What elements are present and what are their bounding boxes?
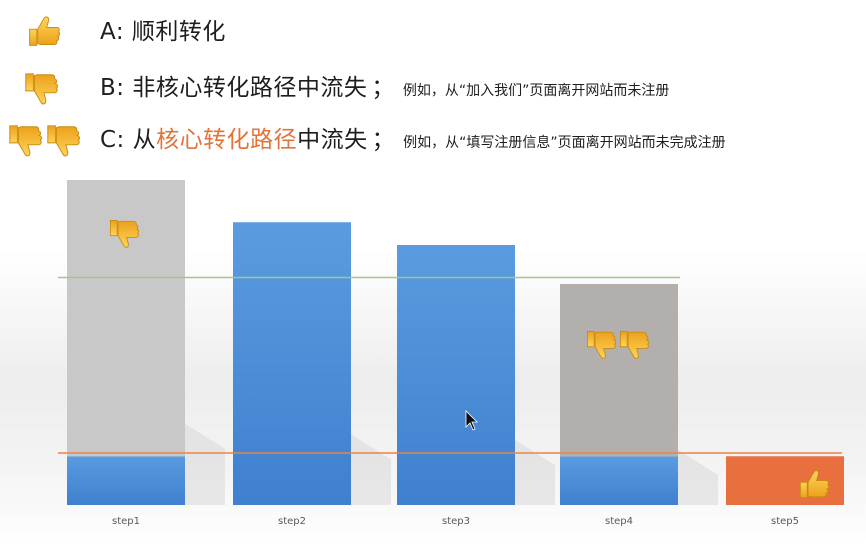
legend-c-separator: ； (371, 127, 396, 153)
bar-shadow (515, 440, 555, 505)
bar-step1-segment-1 (67, 456, 185, 505)
x-tick-label-step2: step2 (278, 516, 306, 527)
legend-item-c: C: 从核心转化路径中流失； 例如，从“填写注册信息”页面离开网站而未完成注册 (0, 120, 866, 160)
legend-item-a: A: 顺利转化 (0, 12, 866, 52)
x-tick-label-step3: step3 (442, 516, 470, 527)
legend-b-note: 例如，从“加入我们”页面离开网站而未注册 (402, 83, 670, 99)
legend-c-text: C: 从核心转化路径中流失； 例如，从“填写注册信息”页面离开网站而未完成注册 (100, 120, 726, 163)
legend-a-label: A: 顺利转化 (100, 19, 226, 45)
legend-c-note: 例如，从“填写注册信息”页面离开网站而未完成注册 (403, 135, 726, 151)
legend-b-text: B: 非核心转化路径中流失； 例如，从“加入我们”页面离开网站而未注册 (100, 68, 669, 111)
legend-c-highlight: 核心转化路径 (156, 127, 298, 153)
legend-c-suffix: 中流失 (297, 127, 368, 153)
x-tick-label-step5: step5 (771, 516, 799, 527)
bar-shadow (351, 434, 391, 505)
bar-shadow (678, 449, 718, 505)
legend-b-main: 非核心转化路径中流失 (132, 75, 368, 101)
legend-item-b: B: 非核心转化路径中流失； 例如，从“加入我们”页面离开网站而未注册 (0, 68, 866, 108)
bar-step2-segment-1 (233, 222, 351, 505)
legend-c-prefix: C: 从 (100, 127, 157, 153)
x-tick-label-step1: step1 (112, 516, 140, 527)
bar-step3-segment-1 (397, 245, 515, 505)
bar-step4-segment-2 (560, 284, 678, 457)
legend-b-prefix: B: (100, 75, 133, 101)
bar-shadow (185, 423, 225, 505)
bar-step4-segment-1 (560, 456, 678, 505)
x-tick-label-step4: step4 (605, 516, 633, 527)
mouse-cursor-icon (465, 410, 478, 431)
legend-b-separator: ； (371, 75, 395, 101)
